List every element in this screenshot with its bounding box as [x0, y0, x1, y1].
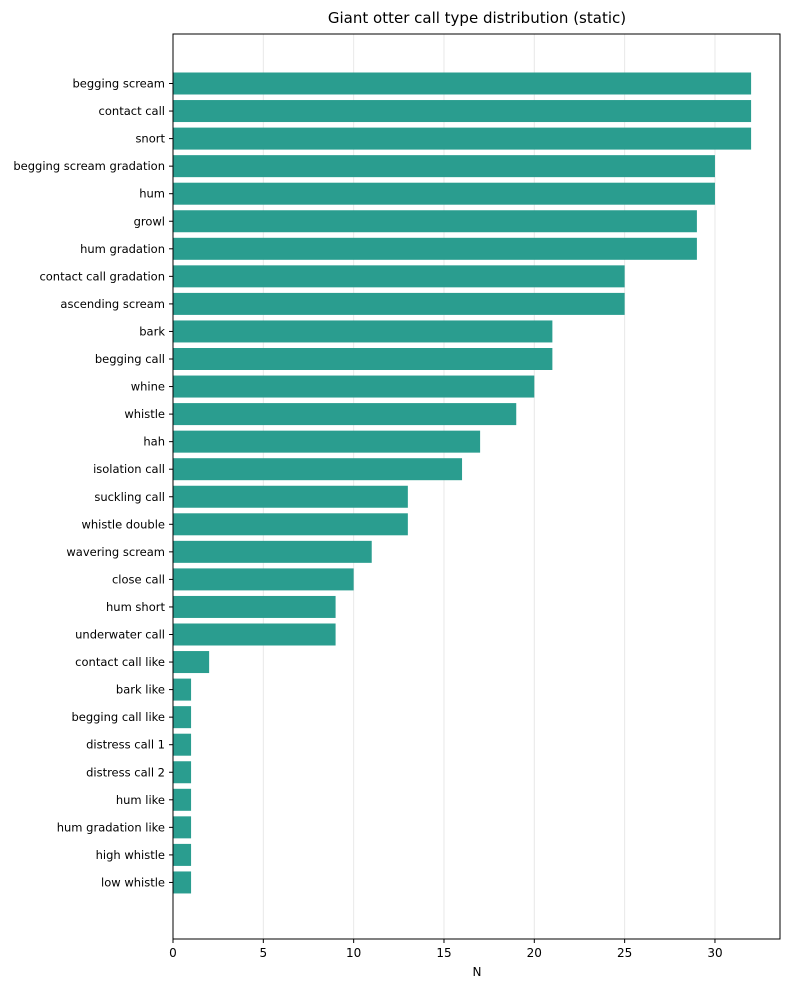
y-tick-label: growl	[134, 214, 165, 228]
bar	[173, 540, 372, 563]
y-tick-label: begging scream gradation	[13, 159, 165, 173]
y-tick-label: whine	[131, 380, 165, 394]
bar	[173, 843, 192, 866]
bar	[173, 761, 192, 784]
y-tick-label: wavering scream	[66, 545, 165, 559]
y-tick-label: contact call like	[75, 655, 165, 669]
bar	[173, 375, 535, 398]
bar	[173, 155, 715, 178]
bar	[173, 430, 481, 453]
bar	[173, 237, 697, 260]
x-axis-label: N	[473, 965, 482, 979]
bar	[173, 127, 752, 150]
x-tick-label: 25	[617, 946, 632, 960]
bar	[173, 265, 625, 288]
bar	[173, 568, 354, 591]
bar	[173, 403, 517, 426]
x-tick-label: 30	[707, 946, 722, 960]
bar	[173, 678, 192, 701]
bar	[173, 320, 553, 343]
bar	[173, 788, 192, 811]
plot-frame	[172, 33, 781, 940]
y-tick-label: underwater call	[75, 628, 165, 642]
y-tick-label: bark	[139, 324, 165, 338]
bar	[173, 623, 336, 646]
bar	[173, 292, 625, 315]
bar	[173, 595, 336, 618]
bar	[173, 871, 192, 894]
y-tick-label: bark like	[116, 683, 165, 697]
y-tick-label: high whistle	[96, 848, 165, 862]
y-tick-label: begging call	[95, 352, 165, 366]
bar	[173, 458, 463, 481]
bar	[173, 210, 697, 233]
y-tick-label: hum gradation like	[57, 820, 165, 834]
y-tick-label: contact call	[99, 104, 165, 118]
bar	[173, 485, 408, 508]
y-tick-label: hum like	[116, 793, 165, 807]
bar	[173, 816, 192, 839]
x-tick-label: 20	[527, 946, 542, 960]
y-tick-label: low whistle	[101, 875, 165, 889]
y-tick-label: whistle	[124, 407, 165, 421]
bar	[173, 182, 715, 205]
y-tick-label: contact call gradation	[39, 269, 165, 283]
y-tick-label: distress call 1	[86, 738, 165, 752]
bar	[173, 513, 408, 536]
bar	[173, 706, 192, 729]
y-tick-label: whistle double	[81, 517, 165, 531]
y-tick-label: ascending scream	[60, 297, 165, 311]
y-tick-label: hum gradation	[80, 242, 165, 256]
y-tick-label: isolation call	[93, 462, 165, 476]
y-tick-label: begging scream	[72, 77, 165, 91]
y-tick-labels: begging scream contact call snort begging s…	[13, 77, 173, 889]
x-tick-label: 5	[260, 946, 268, 960]
y-tick-label: begging call like	[71, 710, 165, 724]
x-tick-label: 10	[346, 946, 361, 960]
y-tick-label: hum short	[106, 600, 165, 614]
bars	[173, 72, 752, 894]
bar	[173, 72, 752, 95]
y-tick-label: suckling call	[94, 490, 165, 504]
y-tick-label: hah	[143, 435, 165, 449]
y-tick-label: hum	[139, 187, 165, 201]
y-tick-label: close call	[112, 572, 165, 586]
bar	[173, 100, 752, 123]
x-tick-label: 0	[169, 946, 177, 960]
bar	[173, 348, 553, 370]
chart-title: Giant otter call type distribution (stat…	[328, 9, 626, 27]
x-tick-label: 15	[436, 946, 451, 960]
bar	[173, 651, 210, 674]
x-tick-labels: 0 5 10 15 20 25 30	[169, 939, 723, 960]
bar	[173, 733, 192, 756]
y-tick-label: distress call 2	[86, 765, 165, 779]
y-tick-label: snort	[135, 132, 165, 146]
